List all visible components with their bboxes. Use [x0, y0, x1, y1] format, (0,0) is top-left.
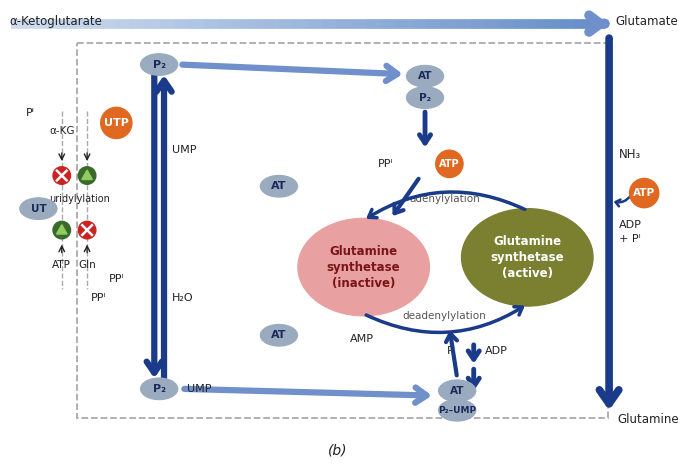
Ellipse shape [406, 87, 444, 108]
Text: Glutamine: Glutamine [617, 413, 678, 426]
Circle shape [79, 167, 96, 185]
Ellipse shape [406, 66, 444, 87]
Text: α-Ketoglutarate: α-Ketoglutarate [9, 15, 102, 28]
Text: UT: UT [30, 204, 46, 213]
Circle shape [436, 150, 463, 178]
Polygon shape [57, 225, 67, 234]
Text: AT: AT [417, 71, 432, 81]
Text: uridylylation: uridylylation [49, 194, 110, 204]
Text: ATP: ATP [439, 159, 460, 169]
Text: AT: AT [450, 386, 464, 396]
Text: ATP: ATP [633, 188, 656, 198]
Text: adenylylation: adenylylation [409, 194, 480, 204]
Text: ADP
+ Pᴵ: ADP + Pᴵ [619, 220, 642, 244]
Text: α-KG: α-KG [49, 126, 75, 136]
Text: P₂: P₂ [419, 93, 431, 103]
Text: Pᴵ: Pᴵ [26, 108, 35, 118]
Text: Pᴵ: Pᴵ [447, 346, 456, 356]
Text: PPᴵ: PPᴵ [108, 274, 124, 284]
Text: UMP: UMP [172, 145, 197, 155]
Ellipse shape [141, 378, 177, 399]
Text: PPᴵ: PPᴵ [91, 293, 106, 303]
Ellipse shape [298, 219, 429, 316]
Text: Glutamine
synthetase
(active): Glutamine synthetase (active) [491, 235, 564, 280]
Text: AT: AT [271, 330, 287, 340]
Text: Glutamine
synthetase
(inactive): Glutamine synthetase (inactive) [327, 245, 400, 289]
Ellipse shape [439, 380, 475, 402]
Text: Gln: Gln [78, 260, 96, 270]
Text: PPᴵ: PPᴵ [378, 159, 394, 169]
Text: ADP: ADP [484, 346, 508, 356]
Ellipse shape [20, 198, 57, 219]
Ellipse shape [462, 209, 593, 306]
Text: P₂: P₂ [152, 60, 166, 69]
Circle shape [53, 167, 70, 185]
Text: H₂O: H₂O [172, 293, 193, 303]
Ellipse shape [141, 54, 177, 75]
Text: UMP: UMP [179, 384, 211, 394]
Text: AT: AT [271, 181, 287, 191]
Circle shape [53, 221, 70, 239]
Ellipse shape [260, 176, 297, 197]
Ellipse shape [439, 399, 475, 421]
Text: Glutamate: Glutamate [615, 15, 678, 28]
Text: AMP: AMP [350, 334, 374, 344]
Circle shape [101, 107, 132, 138]
Text: ATP: ATP [52, 260, 71, 270]
Polygon shape [82, 170, 92, 179]
Circle shape [629, 178, 659, 208]
Ellipse shape [260, 324, 297, 346]
Text: UTP: UTP [104, 118, 129, 128]
Text: NH₃: NH₃ [619, 148, 641, 161]
Text: P₂: P₂ [152, 384, 166, 394]
Circle shape [79, 221, 96, 239]
Text: P₂–UMP: P₂–UMP [438, 406, 476, 415]
Text: deadenylylation: deadenylylation [403, 311, 486, 321]
Text: (b): (b) [328, 443, 347, 457]
